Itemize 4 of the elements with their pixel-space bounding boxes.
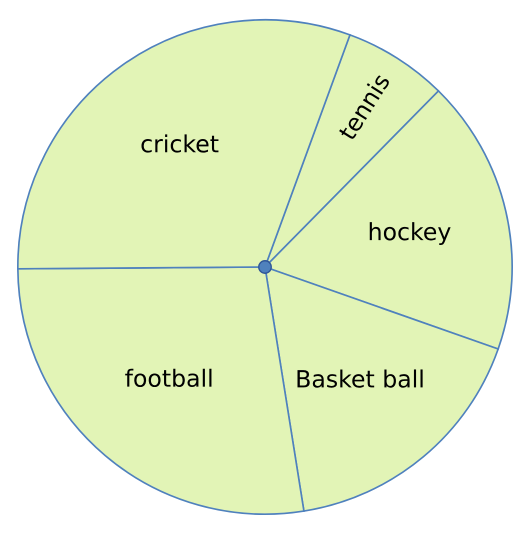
slice-label: hockey (370, 222, 451, 246)
slice-label: football (125, 368, 212, 388)
slice-label: Basket ball (298, 369, 423, 388)
slice-label: cricket (141, 134, 218, 153)
